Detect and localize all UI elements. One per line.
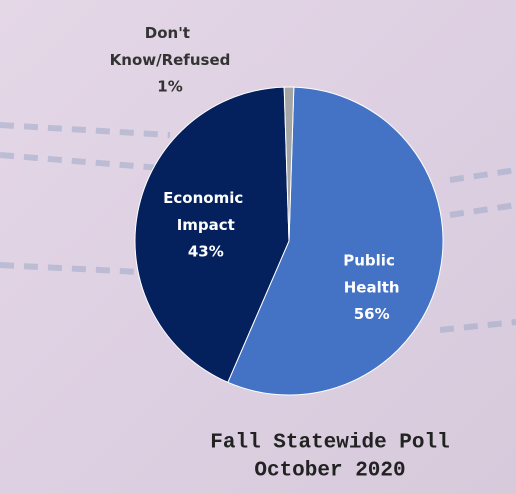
slice-label: Don't Know/Refused [110, 24, 231, 69]
chart-title: Fall Statewide Poll [210, 432, 449, 455]
pie-slice [134, 86, 290, 383]
slice-value-label: 43% [188, 243, 224, 261]
background-pattern [0, 122, 516, 333]
slice-label: Public Health [343, 251, 400, 296]
slice-label: Economic Impact [163, 189, 248, 234]
chart-subtitle: October 2020 [254, 460, 405, 483]
slice-value-label: 56% [354, 305, 390, 323]
slice-value-label: 1% [157, 78, 182, 96]
pie-slice [283, 86, 295, 242]
pie-slice [227, 86, 444, 396]
